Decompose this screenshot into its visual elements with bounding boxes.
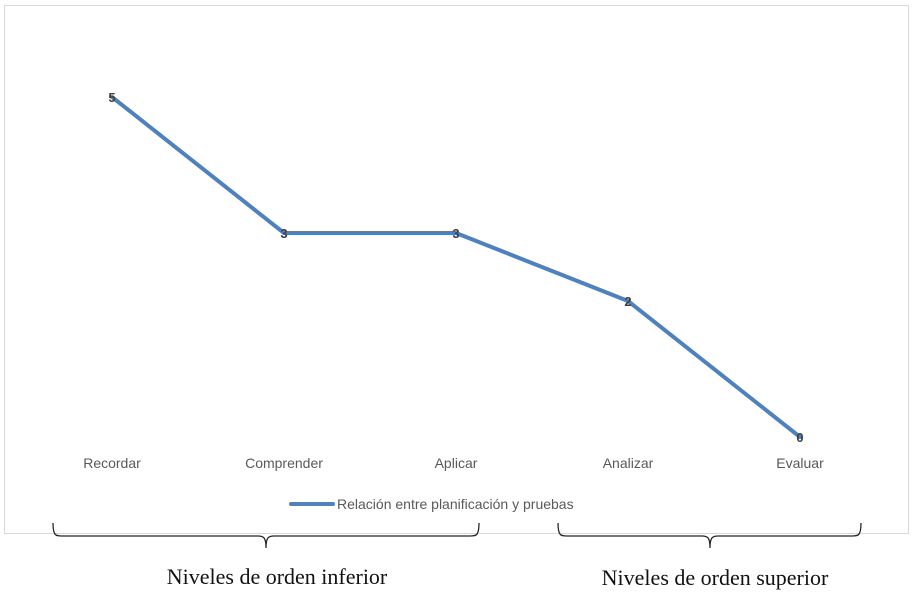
legend: Relación entre planificación y pruebas [289,496,574,512]
series-layer: 5 3 3 2 0 [108,90,803,445]
category-label: Aplicar [435,455,478,471]
data-label: 3 [280,226,287,241]
category-label: Evaluar [776,455,824,471]
brace-lower-order [52,522,480,549]
category-label: Recordar [83,455,141,471]
group-label-lower-order: Niveles de orden inferior [167,564,388,589]
category-label: Analizar [603,455,654,471]
data-label: 0 [796,430,803,445]
category-axis: Recordar Comprender Aplicar Analizar Evaluar [83,455,824,471]
data-label: 5 [108,90,115,105]
group-label-higher-order: Niveles de orden superior [602,565,829,590]
legend-label: Relación entre planificación y pruebas [337,496,574,512]
category-label: Comprender [245,455,323,471]
series-line [110,95,802,439]
data-label: 3 [452,226,459,241]
data-label: 2 [624,294,631,309]
group-braces [52,522,862,549]
chart-frame [4,5,909,534]
brace-higher-order [557,522,862,549]
